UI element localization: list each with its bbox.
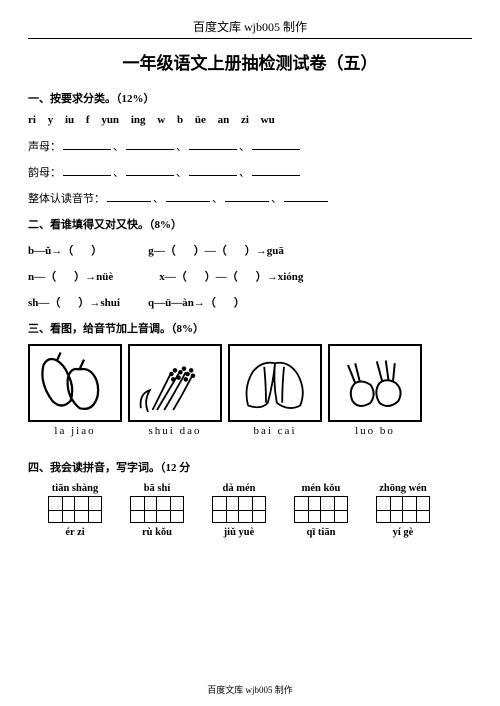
q1-zhengti: 整体认读音节：、、、 (28, 190, 472, 206)
tianzi-box (376, 496, 403, 523)
q4-head: 四、我会读拼音，写字词。（12 分 (28, 459, 472, 475)
tianzi-box (212, 496, 239, 523)
pin: wu (261, 114, 275, 126)
q4-labels-1: tiān shàng bā shí dà mén mén kǒu zhōng w… (40, 483, 472, 494)
q1-shengmu: 声母：、、、 (28, 138, 472, 154)
q2-r1: b—ǔ→（）g—（）—（）→guā (28, 242, 472, 258)
lbl: la jiao (28, 425, 122, 437)
q2-r2: n—（）→nüèx—（）—（）→xióng (28, 268, 472, 284)
tianzi-box (157, 496, 184, 523)
tianzi-box (48, 496, 75, 523)
img-pepper (28, 344, 122, 422)
pin: iu (65, 114, 74, 126)
q1-yunmu: 韵母：、、、 (28, 164, 472, 180)
header-text: 百度文库 wjb005 制作 (28, 18, 472, 39)
q1-head: 一、按要求分类。（12%） (28, 90, 472, 106)
img-rice (128, 344, 222, 422)
q3-head: 三、看图，给音节加上音调。（8%） (28, 320, 472, 336)
label: 声母： (28, 141, 61, 153)
lbl: shui dao (128, 425, 222, 437)
img-radish (328, 344, 422, 422)
lbl: yí gè (368, 527, 438, 538)
tianzi-box (294, 496, 321, 523)
lbl: mén kǒu (286, 483, 356, 494)
pin: w (157, 114, 165, 126)
pin: f (86, 114, 90, 126)
tianzi-box (239, 496, 266, 523)
q4-grids-1 (40, 496, 472, 523)
q4-labels-2: ér zi rù kǒu jiǔ yuè qī tiān yí gè (40, 527, 472, 538)
pin: ing (131, 114, 146, 126)
lbl: zhōng wén (368, 483, 438, 494)
label: 整体认读音节： (28, 193, 105, 205)
pin: an (218, 114, 230, 126)
pin: üe (195, 114, 206, 126)
lbl: bai cai (228, 425, 322, 437)
q3-images (28, 344, 472, 422)
pin: ri (28, 114, 36, 126)
q2-head: 二、看谁填得又对又快。（8%） (28, 216, 472, 232)
img-cabbage (228, 344, 322, 422)
lbl: jiǔ yuè (204, 527, 274, 538)
tianzi-box (403, 496, 430, 523)
pin: b (177, 114, 183, 126)
lbl: rù kǒu (122, 527, 192, 538)
pin: zi (241, 114, 249, 126)
label: 韵母： (28, 167, 61, 179)
pin: y (48, 114, 54, 126)
footer-text: 百度文库 wjb005 制作 (0, 683, 500, 696)
lbl: dà mén (204, 483, 274, 494)
q2-r3: sh—（）→shuíq—ü—àn→（） (28, 294, 472, 310)
tianzi-box (130, 496, 157, 523)
q3-labels: la jiao shui dao bai cai luo bo (28, 425, 472, 437)
page-title: 一年级语文上册抽检测试卷（五） (28, 49, 472, 74)
lbl: luo bo (328, 425, 422, 437)
tianzi-box (321, 496, 348, 523)
lbl: qī tiān (286, 527, 356, 538)
lbl: ér zi (40, 527, 110, 538)
lbl: tiān shàng (40, 483, 110, 494)
tianzi-box (75, 496, 102, 523)
lbl: bā shí (122, 483, 192, 494)
q1-items: ri y iu f yun ing w b üe an zi wu (28, 114, 472, 126)
pin: yun (101, 114, 119, 126)
